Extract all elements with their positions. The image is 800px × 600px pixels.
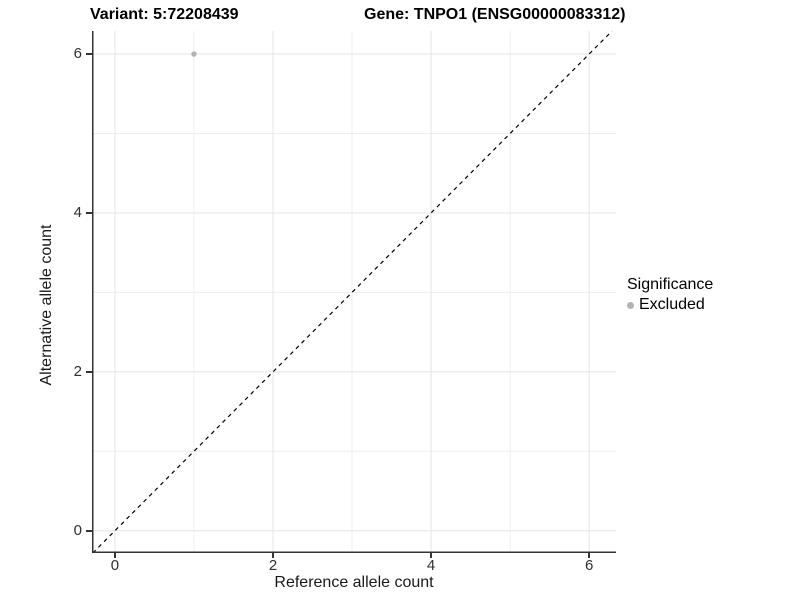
y-tick-label: 2 [73,362,82,380]
legend-item-excluded: Excluded [627,296,713,314]
x-tick-label: 2 [268,557,278,574]
x-tick-label: 0 [110,557,120,574]
x-tick-label: 4 [426,557,436,574]
x-tick-mark [588,553,590,558]
y-tick-label: 0 [73,521,82,539]
x-tick-mark [430,553,432,558]
x-tick-mark [272,553,274,558]
plot-canvas [92,31,616,553]
plot-title-gene: Gene: TNPO1 (ENSG00000083312) [364,6,626,23]
y-tick-mark [86,530,92,532]
x-tick-mark [114,553,116,558]
plot-title-variant: Variant: 5:72208439 [90,6,239,23]
legend-point-icon [627,301,634,309]
y-tick-mark [86,212,92,214]
x-axis-label: Reference allele count [274,574,434,591]
x-tick-label: 6 [584,557,594,574]
y-tick-mark [86,371,92,373]
y-tick-label: 4 [73,203,82,221]
legend-item-label: Excluded [639,296,705,313]
plot-panel [92,31,616,553]
legend-title: Significance [627,276,714,293]
y-tick-mark [86,53,92,55]
y-axis-label: Alternative allele count [38,224,55,386]
data-point [191,51,197,57]
y-tick-label: 6 [73,45,82,63]
legend: Significance Excluded [627,276,713,314]
identity-reference-line [92,31,613,553]
